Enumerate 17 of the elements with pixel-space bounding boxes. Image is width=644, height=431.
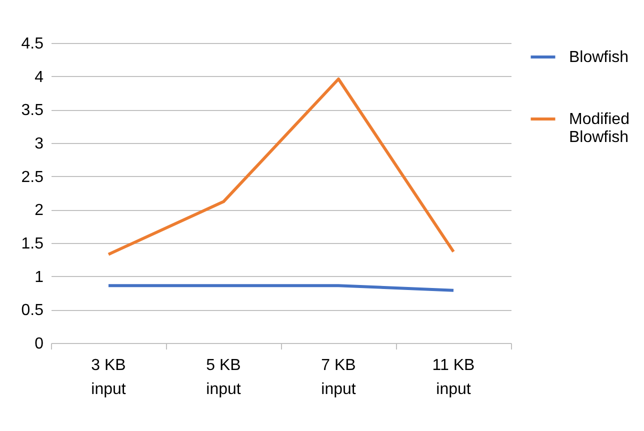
legend-label: Blowfish xyxy=(569,49,629,66)
y-tick-label: 0.5 xyxy=(21,302,44,320)
y-tick-label: 2 xyxy=(34,202,44,220)
y-tick-label: 3 xyxy=(34,136,44,152)
x-tick-label: 5 KB input xyxy=(206,357,242,398)
y-tick-label: 4 xyxy=(34,68,44,86)
y-tick-label: 1.5 xyxy=(21,236,44,252)
y-tick-label: 4.5 xyxy=(21,36,44,52)
line-series xyxy=(107,78,455,256)
x-tick-label: 11 KB input xyxy=(432,357,475,398)
y-tick-label: 3.5 xyxy=(21,102,44,120)
x-tick-label: 7 KB input xyxy=(321,357,356,398)
x-tick-label: 3 KB input xyxy=(91,357,126,398)
legend-label: Modified Blowfish xyxy=(569,111,630,146)
y-tick-label: 2.5 xyxy=(21,168,44,186)
y-tick-label: 0 xyxy=(34,336,44,352)
y-tick-label: 1 xyxy=(34,268,44,286)
